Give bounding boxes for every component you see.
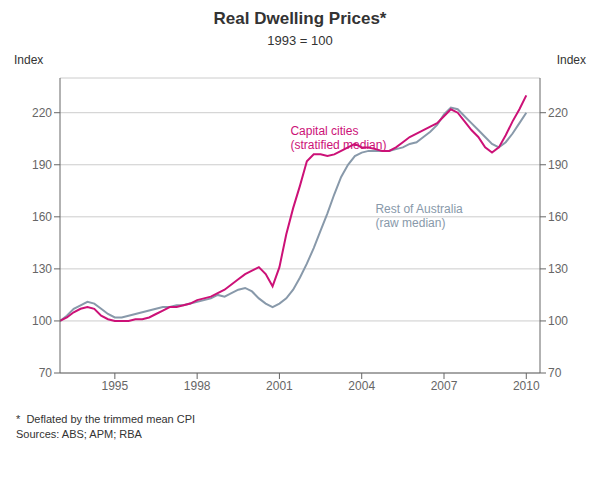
- svg-text:2007: 2007: [431, 379, 458, 393]
- svg-text:Rest of Australia: Rest of Australia: [375, 202, 463, 216]
- html-text:Index: Index: [14, 53, 44, 67]
- svg-text:2004: 2004: [348, 379, 375, 393]
- svg-text:2010: 2010: [513, 379, 540, 393]
- svg-text:(raw median): (raw median): [375, 216, 445, 230]
- svg-text:70: 70: [39, 366, 53, 380]
- svg-text:(stratified median): (stratified median): [290, 138, 386, 152]
- svg-text:2001: 2001: [266, 379, 293, 393]
- svg-text:190: 190: [548, 158, 568, 172]
- svg-text:70: 70: [548, 366, 562, 380]
- svg-text:Capital cities: Capital cities: [290, 124, 358, 138]
- svg-text:130: 130: [548, 262, 568, 276]
- svg-text:1998: 1998: [184, 379, 211, 393]
- svg-text:1995: 1995: [102, 379, 129, 393]
- svg-text:100: 100: [32, 314, 52, 328]
- html-text:Sources: ABS; APM; RBA: Sources: ABS; APM; RBA: [16, 428, 142, 440]
- html-text:* Deflated by the trimmed mean: * Deflated by the trimmed mean CPI: [16, 413, 196, 425]
- svg-text:130: 130: [32, 262, 52, 276]
- svg-text:190: 190: [32, 158, 52, 172]
- svg-text:220: 220: [32, 106, 52, 120]
- svg-text:100: 100: [548, 314, 568, 328]
- svg-text:220: 220: [548, 106, 568, 120]
- html-text:Real Dwelling Prices*: Real Dwelling Prices*: [213, 9, 387, 28]
- svg-text:160: 160: [32, 210, 52, 224]
- html-text:Index: Index: [556, 53, 586, 67]
- html-text:1993 = 100: 1993 = 100: [267, 33, 333, 48]
- svg-text:160: 160: [548, 210, 568, 224]
